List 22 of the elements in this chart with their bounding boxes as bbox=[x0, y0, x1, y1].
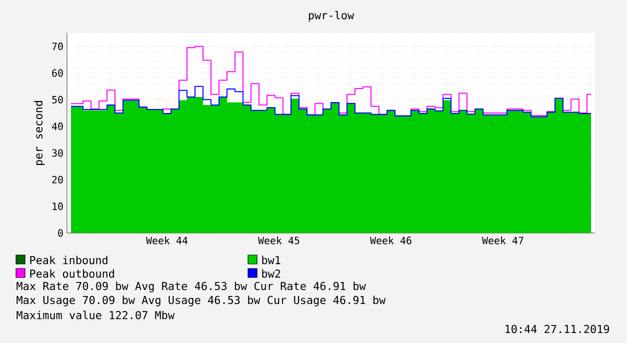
x-tick-label: Week 45 bbox=[258, 236, 300, 244]
y-tick-label: 40 bbox=[52, 122, 63, 130]
legend-label: Peak outbound bbox=[30, 269, 114, 278]
x-tick-label: Week 46 bbox=[370, 236, 412, 244]
text: 10:44 27.11.2019 bbox=[506, 324, 610, 334]
y-axis-title: per second bbox=[34, 101, 45, 165]
y-tick-label: 60 bbox=[52, 69, 63, 77]
text: Max Usage 70.09 bw Avg Usage 46.53 bw Cur Usage 46.91 bw bbox=[16, 296, 386, 306]
legend-label: Peak inbound bbox=[30, 256, 108, 264]
y-tick-label: 50 bbox=[52, 96, 63, 104]
text: Maximum value 122.07 Mbw bbox=[16, 310, 175, 320]
legend-label: bw2 bbox=[262, 269, 280, 278]
x-tick-label: Week 47 bbox=[482, 236, 524, 244]
y-tick-label: 30 bbox=[52, 149, 63, 157]
text: Max Rate 70.09 bw Avg Rate 46.53 bw Cur Rate 46.91 bw bbox=[16, 282, 366, 292]
y-tick-label: 70 bbox=[52, 42, 63, 50]
y-tick-label: 10 bbox=[52, 202, 63, 210]
chart-title: pwr-low bbox=[308, 10, 354, 22]
x-tick-label: Week 44 bbox=[146, 236, 188, 244]
text: bw1 bbox=[262, 256, 280, 264]
y-tick-label: 20 bbox=[52, 176, 63, 184]
y-tick-label: 0 bbox=[58, 229, 63, 237]
